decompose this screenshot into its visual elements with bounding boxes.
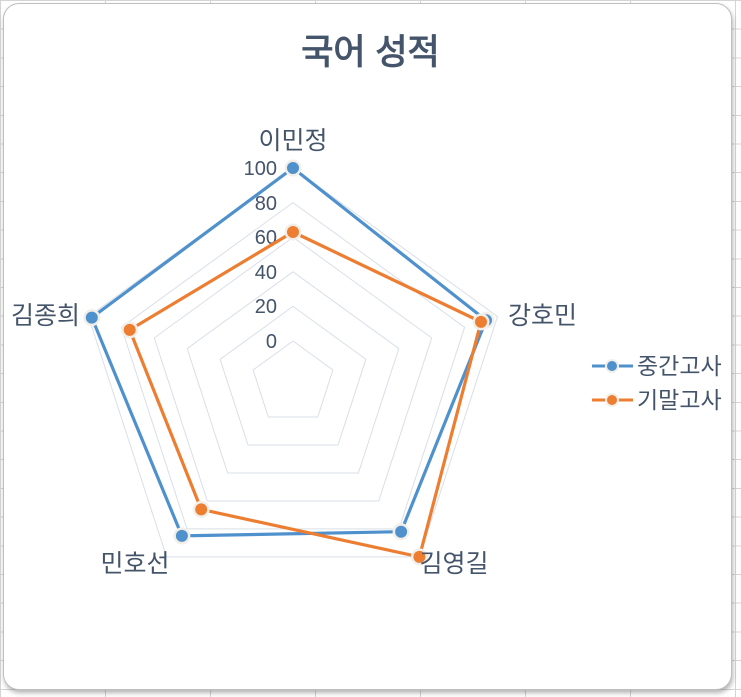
- svg-text:20: 20: [255, 296, 277, 318]
- svg-text:김영길: 김영길: [419, 550, 488, 578]
- svg-text:100: 100: [244, 158, 277, 180]
- svg-text:김종희: 김종희: [11, 302, 80, 330]
- svg-text:0: 0: [266, 331, 277, 353]
- svg-text:60: 60: [255, 227, 277, 249]
- svg-text:80: 80: [255, 193, 277, 215]
- svg-text:민호선: 민호선: [100, 550, 169, 578]
- svg-text:40: 40: [255, 262, 277, 284]
- svg-text:이민정: 이민정: [258, 127, 327, 155]
- svg-text:중간고사: 중간고사: [637, 353, 722, 379]
- svg-text:기말고사: 기말고사: [637, 387, 722, 413]
- svg-text:강호민: 강호민: [508, 302, 577, 330]
